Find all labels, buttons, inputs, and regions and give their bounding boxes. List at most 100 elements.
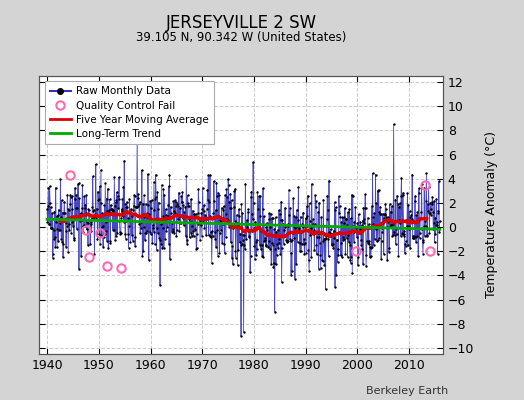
Point <box>254 205 262 212</box>
Point <box>333 237 341 244</box>
Point <box>401 242 410 249</box>
Point <box>325 230 334 236</box>
Point <box>66 200 74 207</box>
Point <box>194 198 203 205</box>
Point <box>284 238 292 244</box>
Point <box>322 235 331 242</box>
Point <box>320 262 329 268</box>
Point <box>388 203 396 210</box>
Point <box>243 226 252 232</box>
Point <box>85 212 93 218</box>
Point <box>314 208 322 215</box>
Point <box>180 218 189 225</box>
Point <box>83 220 92 226</box>
Point <box>430 220 438 226</box>
Point <box>277 217 285 224</box>
Point <box>340 236 348 242</box>
Point <box>241 180 249 187</box>
Point <box>199 208 208 214</box>
Point <box>108 226 117 233</box>
Point <box>428 194 436 200</box>
Point <box>400 230 408 237</box>
Point <box>192 245 201 251</box>
Point <box>228 261 237 267</box>
Point <box>145 256 153 263</box>
Point <box>110 227 118 234</box>
Point <box>331 284 339 290</box>
Point <box>165 172 173 178</box>
Point <box>266 246 274 252</box>
Point <box>176 220 184 226</box>
Point <box>230 204 238 211</box>
Point <box>148 222 157 228</box>
Point <box>206 172 214 178</box>
Point <box>217 205 226 211</box>
Point <box>268 215 277 221</box>
Point <box>337 240 345 246</box>
Point <box>126 210 135 216</box>
Point <box>253 236 261 243</box>
Point <box>332 204 340 210</box>
Point <box>348 270 356 276</box>
Point <box>377 256 385 262</box>
Point <box>109 208 117 214</box>
Point <box>177 199 185 205</box>
Point <box>56 226 64 233</box>
Point <box>261 237 269 244</box>
Point <box>161 206 170 212</box>
Point <box>82 210 90 216</box>
Point <box>416 234 424 241</box>
Point <box>351 228 359 234</box>
Point <box>137 213 146 219</box>
Point <box>226 238 235 245</box>
Point <box>255 242 264 248</box>
Point <box>183 192 192 198</box>
Point <box>313 251 321 258</box>
Point <box>301 215 310 222</box>
Point <box>359 216 368 222</box>
Point <box>356 219 365 225</box>
Point <box>115 174 123 180</box>
Point <box>434 207 442 214</box>
Point <box>362 204 370 211</box>
Point <box>160 215 169 222</box>
Point <box>266 224 275 230</box>
Point <box>296 240 304 246</box>
Point <box>185 234 194 241</box>
Point <box>365 221 373 228</box>
Point <box>279 241 288 247</box>
Point <box>49 250 57 257</box>
Point <box>193 220 202 227</box>
Point <box>87 219 95 225</box>
Point <box>425 210 433 217</box>
Point <box>399 232 408 239</box>
Point <box>141 237 149 243</box>
Point <box>107 202 115 208</box>
Point <box>171 209 179 216</box>
Point <box>411 234 420 240</box>
Point <box>215 250 224 256</box>
Point <box>214 252 222 259</box>
Point <box>118 207 126 214</box>
Point <box>352 224 360 231</box>
Point <box>215 192 223 198</box>
Point <box>103 208 112 214</box>
Point <box>231 218 239 224</box>
Point <box>46 200 54 206</box>
Point <box>189 207 197 214</box>
Point <box>216 217 225 224</box>
Point <box>247 188 256 195</box>
Point <box>239 329 248 336</box>
Y-axis label: Temperature Anomaly (°C): Temperature Anomaly (°C) <box>485 132 498 298</box>
Point <box>265 210 273 216</box>
Point <box>139 224 148 231</box>
Point <box>125 196 134 202</box>
Point <box>406 208 414 214</box>
Point <box>361 191 369 198</box>
Point <box>284 223 292 230</box>
Point <box>242 220 250 227</box>
Point <box>346 260 355 266</box>
Point <box>48 210 57 216</box>
Point <box>96 241 104 247</box>
Point <box>275 236 283 242</box>
